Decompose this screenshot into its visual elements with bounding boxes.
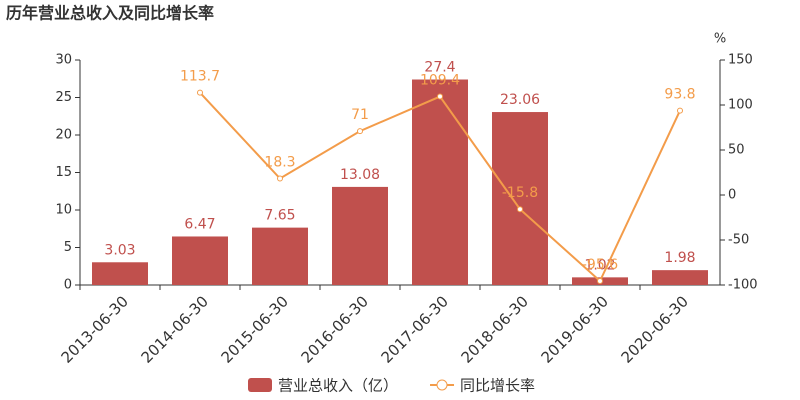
line-value-label: 109.4: [420, 73, 460, 89]
bar: [652, 270, 708, 285]
legend-label[interactable]: 同比增长率: [460, 377, 535, 395]
legend-label[interactable]: 营业总收入（亿）: [278, 377, 398, 395]
bar-value-label: 1.02: [584, 257, 615, 273]
x-tick-label: 2015-06-30: [218, 292, 292, 366]
line-value-label: -15.8: [502, 185, 538, 201]
bar: [412, 79, 468, 285]
line-value-label: -95.6: [582, 257, 618, 273]
bar-value-label: 3.03: [104, 242, 135, 258]
x-tick-label: 2017-06-30: [378, 292, 452, 366]
y2-tick-label: 50: [728, 143, 745, 158]
bar: [492, 112, 548, 285]
y2-unit: %: [714, 32, 726, 47]
y-tick-label: 0: [64, 278, 72, 293]
bar: [252, 227, 308, 285]
line-point: [597, 278, 603, 285]
x-tick-label: 2018-06-30: [458, 292, 532, 366]
line-point: [677, 107, 683, 114]
bar-value-label: 1.98: [664, 250, 695, 266]
y-tick-label: 10: [55, 203, 72, 218]
x-tick-label: 2020-06-30: [618, 292, 692, 366]
bar: [332, 186, 388, 285]
y2-tick-label: -100: [728, 278, 758, 293]
bar: [172, 236, 228, 285]
line-point: [197, 89, 203, 96]
x-tick-label: 2014-06-30: [138, 292, 212, 366]
x-tick-label: 2016-06-30: [298, 292, 372, 366]
bar-value-label: 27.4: [424, 60, 455, 76]
line-value-label: 93.8: [664, 87, 695, 103]
x-tick-label: 2019-06-30: [538, 292, 612, 366]
line-point: [517, 206, 523, 213]
y-tick-label: 15: [55, 165, 72, 180]
legend-swatch: [248, 378, 272, 392]
bar-value-label: 6.47: [184, 216, 215, 232]
bar-value-label: 7.65: [264, 208, 295, 224]
chart-title: 历年营业总收入及同比增长率: [6, 4, 214, 23]
bar-value-label: 13.08: [340, 167, 380, 183]
bar-value-label: 23.06: [500, 92, 540, 108]
y2-tick-label: 100: [728, 98, 753, 113]
y2-tick-label: 150: [728, 53, 753, 68]
bar: [92, 262, 148, 285]
line-value-label: 113.7: [180, 69, 220, 85]
line-point: [277, 175, 283, 182]
line-point: [437, 93, 443, 100]
y2-tick-label: 0: [728, 188, 736, 203]
y2-tick-label: -50: [728, 233, 749, 248]
line-value-label: 71: [351, 107, 369, 123]
line-point: [357, 128, 363, 135]
y-tick-label: 30: [55, 53, 72, 68]
y-tick-label: 20: [55, 128, 72, 143]
line-value-label: 18.3: [264, 155, 295, 171]
x-tick-label: 2013-06-30: [58, 292, 132, 366]
y-tick-label: 5: [64, 240, 72, 255]
y-tick-label: 25: [55, 90, 72, 105]
legend-marker: [436, 379, 448, 391]
